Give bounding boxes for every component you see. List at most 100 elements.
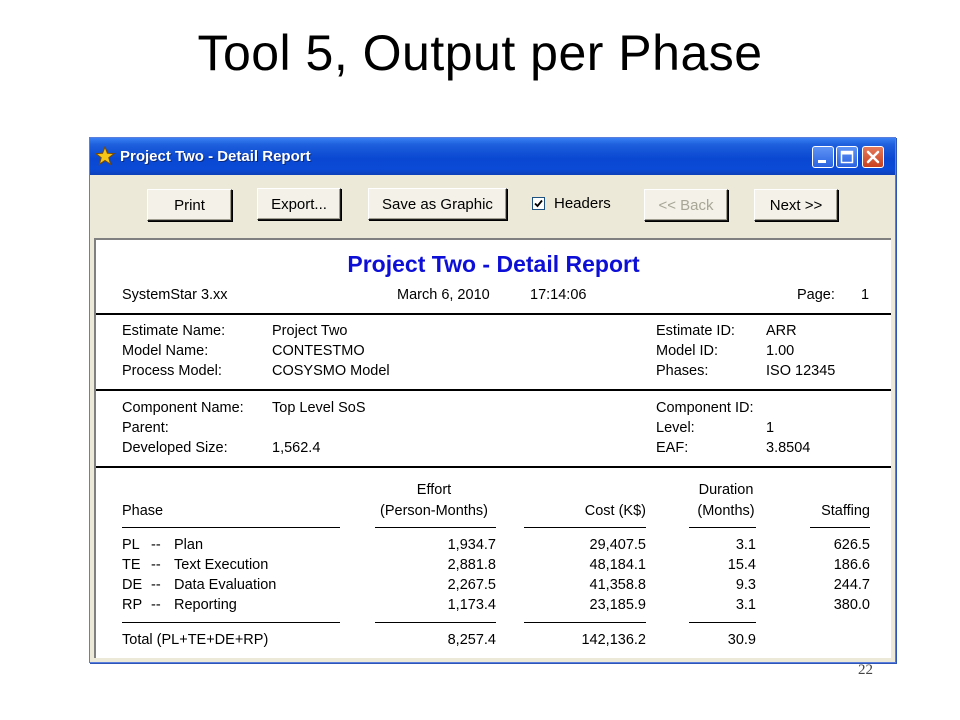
staffing-value: 186.6 bbox=[833, 557, 870, 573]
save-as-graphic-button[interactable]: Save as Graphic bbox=[368, 188, 507, 220]
phases-value: ISO 12345 bbox=[766, 363, 836, 379]
report-heading: Project Two - Detail Report bbox=[347, 251, 640, 277]
slide-title: Tool 5, Output per Phase bbox=[197, 25, 763, 81]
effort-value: 1,173.4 bbox=[447, 597, 496, 613]
col-header-effort-unit: (Person-Months) bbox=[380, 503, 488, 519]
estimate-id-value: ARR bbox=[766, 323, 797, 339]
effort-value: 2,881.8 bbox=[447, 557, 496, 573]
duration-value: 3.1 bbox=[735, 597, 756, 613]
duration-value: 3.1 bbox=[735, 537, 756, 553]
close-button[interactable] bbox=[862, 146, 884, 168]
underline bbox=[689, 527, 756, 528]
component-name-label: Component Name: bbox=[122, 400, 244, 416]
developed-size-label: Developed Size: bbox=[122, 440, 228, 456]
export-button[interactable]: Export... bbox=[257, 188, 341, 220]
underline bbox=[689, 622, 756, 623]
total-cost: 142,136.2 bbox=[581, 632, 646, 648]
close-icon bbox=[866, 150, 880, 164]
estimate-name-label: Estimate Name: bbox=[122, 323, 226, 339]
underline bbox=[524, 622, 646, 623]
window-title: Project Two - Detail Report bbox=[120, 148, 311, 165]
minimize-icon bbox=[818, 160, 826, 163]
phase-code: DE bbox=[122, 577, 143, 593]
staffing-value: 626.5 bbox=[833, 537, 870, 553]
col-header-effort: Effort bbox=[416, 482, 452, 498]
phase-name: Plan bbox=[174, 537, 204, 553]
report-time: 17:14:06 bbox=[530, 287, 587, 303]
phase-code: PL bbox=[122, 537, 140, 553]
checkmark-icon bbox=[534, 199, 543, 207]
slide-number: 22 bbox=[858, 662, 873, 678]
cost-value: 48,184.1 bbox=[589, 557, 646, 573]
cost-value: 29,407.5 bbox=[589, 537, 646, 553]
report-pane[interactable]: Project Two - Detail Report SystemStar 3… bbox=[94, 238, 891, 658]
parent-label: Parent: bbox=[122, 420, 169, 436]
col-header-duration-unit: (Months) bbox=[697, 503, 755, 519]
headers-checkbox-group[interactable]: Headers bbox=[532, 188, 611, 218]
col-header-phase: Phase bbox=[122, 503, 164, 519]
underline bbox=[810, 527, 870, 528]
duration-value: 9.3 bbox=[735, 577, 756, 593]
level-value: 1 bbox=[766, 420, 775, 436]
process-model-label: Process Model: bbox=[122, 363, 222, 379]
cost-value: 23,185.9 bbox=[589, 597, 646, 613]
phase-separator: -- bbox=[151, 537, 161, 553]
phases-label: Phases: bbox=[656, 363, 709, 379]
underline bbox=[524, 527, 646, 528]
duration-value: 15.4 bbox=[727, 557, 756, 573]
toolbar: Print Export... Save as Graphic Headers … bbox=[90, 175, 895, 238]
staffing-value: 380.0 bbox=[833, 597, 870, 613]
total-label: Total (PL+TE+DE+RP) bbox=[122, 632, 269, 648]
developed-size-value: 1,562.4 bbox=[272, 440, 321, 456]
underline bbox=[122, 622, 340, 623]
divider bbox=[96, 389, 891, 391]
divider bbox=[96, 313, 891, 315]
total-duration: 30.9 bbox=[727, 632, 756, 648]
underline bbox=[375, 622, 496, 623]
model-name-label: Model Name: bbox=[122, 343, 209, 359]
col-header-duration: Duration bbox=[698, 482, 754, 498]
headers-label: Headers bbox=[554, 194, 611, 212]
phase-code: RP bbox=[122, 597, 143, 613]
underline bbox=[375, 527, 496, 528]
effort-value: 2,267.5 bbox=[447, 577, 496, 593]
process-model-value: COSYSMO Model bbox=[272, 363, 390, 379]
cost-value: 41,358.8 bbox=[589, 577, 646, 593]
page-label: Page: bbox=[797, 287, 835, 303]
page-value: 1 bbox=[861, 287, 870, 303]
staffing-value: 244.7 bbox=[833, 577, 870, 593]
detail-report-window: Project Two - Detail Report Print Export… bbox=[89, 137, 896, 663]
eaf-label: EAF: bbox=[656, 440, 689, 456]
maximize-button[interactable] bbox=[836, 146, 858, 168]
back-button[interactable]: << Back bbox=[644, 189, 728, 221]
headers-checkbox[interactable] bbox=[532, 196, 545, 210]
component-id-label: Component ID: bbox=[656, 400, 754, 416]
estimate-id-label: Estimate ID: bbox=[656, 323, 735, 339]
phase-separator: -- bbox=[151, 597, 161, 613]
phase-name: Text Execution bbox=[174, 557, 269, 573]
phase-name: Reporting bbox=[174, 597, 237, 613]
phase-name: Data Evaluation bbox=[174, 577, 277, 593]
window-titlebar[interactable]: Project Two - Detail Report bbox=[90, 138, 895, 175]
next-button[interactable]: Next >> bbox=[754, 189, 838, 221]
print-button[interactable]: Print bbox=[147, 189, 232, 221]
level-label: Level: bbox=[656, 420, 695, 436]
model-name-value: CONTESTMO bbox=[272, 343, 365, 359]
total-effort: 8,257.4 bbox=[447, 632, 496, 648]
model-id-label: Model ID: bbox=[656, 343, 719, 359]
estimate-name-value: Project Two bbox=[272, 323, 348, 339]
maximize-icon bbox=[840, 150, 854, 164]
effort-value: 1,934.7 bbox=[447, 537, 496, 553]
divider bbox=[96, 466, 891, 468]
col-header-cost: Cost (K$) bbox=[584, 503, 646, 519]
phase-code: TE bbox=[122, 557, 141, 573]
component-name-value: Top Level SoS bbox=[272, 400, 366, 416]
model-id-value: 1.00 bbox=[766, 343, 795, 359]
phase-separator: -- bbox=[151, 577, 161, 593]
underline bbox=[122, 527, 340, 528]
col-header-staffing: Staffing bbox=[821, 503, 870, 519]
eaf-value: 3.8504 bbox=[766, 440, 811, 456]
tool-name: SystemStar 3.xx bbox=[122, 287, 228, 303]
star-icon bbox=[95, 146, 115, 166]
minimize-button[interactable] bbox=[812, 146, 834, 168]
